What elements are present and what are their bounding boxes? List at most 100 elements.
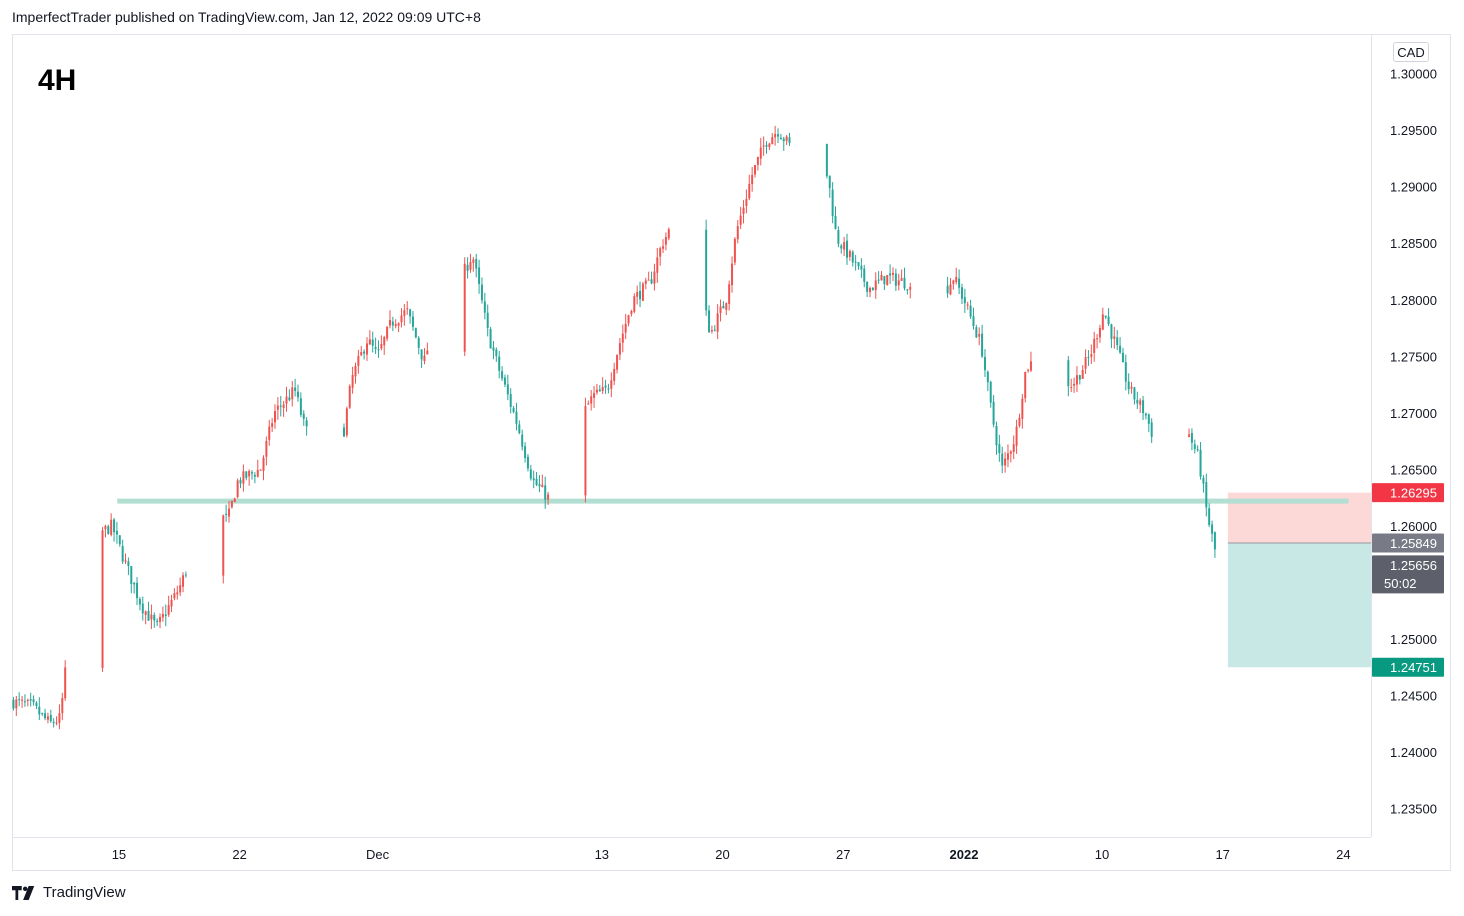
candle [501, 366, 504, 382]
candle [383, 335, 386, 355]
candle-body [121, 545, 124, 562]
candle [857, 262, 860, 270]
candle-body [118, 535, 121, 545]
candle-body [1113, 336, 1116, 339]
candle [584, 397, 587, 503]
candle-body [478, 267, 481, 284]
candle [411, 311, 414, 331]
candle-body [52, 721, 55, 724]
candle [1075, 366, 1078, 392]
candle-body [771, 137, 774, 145]
candle [1150, 418, 1153, 444]
candle [1021, 393, 1024, 429]
candle-body [1116, 337, 1119, 345]
candle-body [1070, 387, 1073, 389]
candle-body [380, 344, 383, 349]
candle-body [1150, 422, 1153, 437]
candle [613, 362, 616, 386]
candle [1196, 445, 1199, 452]
candle [463, 257, 466, 356]
candle [124, 553, 127, 565]
time-axis[interactable] [12, 837, 1371, 871]
candle-body [348, 386, 351, 408]
candle-body [414, 328, 417, 338]
candle-body [363, 351, 366, 354]
candle [868, 286, 871, 298]
candle [966, 301, 969, 310]
candle [877, 271, 880, 284]
time-tick-label: 10 [1095, 847, 1109, 862]
candle-body [949, 284, 952, 295]
candle-body [768, 143, 771, 147]
price-tick-label: 1.24000 [1390, 745, 1437, 760]
candle-body [46, 716, 49, 720]
candle-body [958, 278, 961, 288]
candle [946, 276, 949, 298]
candle-body [248, 470, 251, 477]
candle-body [748, 183, 751, 199]
candle [1012, 435, 1015, 460]
candle-body [115, 530, 118, 535]
candle-body [759, 147, 762, 159]
candle-body [176, 592, 179, 595]
candle [170, 594, 173, 613]
candle-body [733, 238, 736, 263]
candle-body [866, 281, 869, 292]
candle-body [621, 333, 624, 343]
candle-body [736, 226, 739, 240]
candle [768, 142, 771, 151]
candle [486, 304, 489, 337]
candle [386, 326, 389, 342]
footer-brand[interactable]: TradingView [12, 884, 126, 901]
currency-badge[interactable]: CAD [1393, 42, 1429, 62]
candle [607, 383, 610, 394]
candle [233, 497, 236, 503]
candle-body [230, 500, 233, 508]
candle [141, 596, 144, 621]
candle [417, 335, 420, 355]
candle [1188, 428, 1191, 438]
candle [992, 395, 995, 428]
candle-body [1090, 354, 1093, 357]
candle [365, 337, 368, 361]
candle [305, 417, 308, 436]
candle-body [512, 408, 515, 413]
candle-body [469, 262, 472, 270]
candle-body [15, 699, 18, 709]
candle-body [170, 599, 173, 607]
candle-body [262, 457, 265, 471]
candle-body [480, 284, 483, 301]
candle [848, 249, 851, 261]
candle [952, 279, 955, 290]
target-price-label-bg [1372, 657, 1444, 677]
candle [265, 436, 268, 466]
candle-body [400, 315, 403, 323]
candle-body [124, 560, 127, 562]
candle-body [161, 613, 164, 618]
candle [762, 136, 765, 156]
candle [1090, 344, 1093, 365]
candle-body [397, 323, 400, 326]
candle-body [164, 614, 167, 617]
price-labels: 1.26295 1.25849 1.25656 50:02 1.24751 [1372, 483, 1444, 677]
candle [854, 254, 857, 271]
candle [276, 397, 279, 420]
candle-body [41, 713, 44, 715]
candle-body [868, 288, 871, 293]
candle-body [1190, 432, 1193, 443]
price-tick-label: 1.28000 [1390, 293, 1437, 308]
last-price-label-countdown: 50:02 [1384, 576, 1417, 591]
candle [1121, 347, 1124, 363]
candle [1006, 444, 1009, 468]
candle [526, 454, 529, 472]
candle [503, 374, 506, 388]
price-axis[interactable] [1371, 34, 1451, 837]
candle-body [138, 599, 141, 605]
candle-body [113, 519, 116, 533]
candle-body [110, 519, 113, 535]
candle [843, 236, 846, 257]
candle-body [986, 371, 989, 383]
candle [955, 267, 958, 285]
candle-body [49, 714, 52, 722]
